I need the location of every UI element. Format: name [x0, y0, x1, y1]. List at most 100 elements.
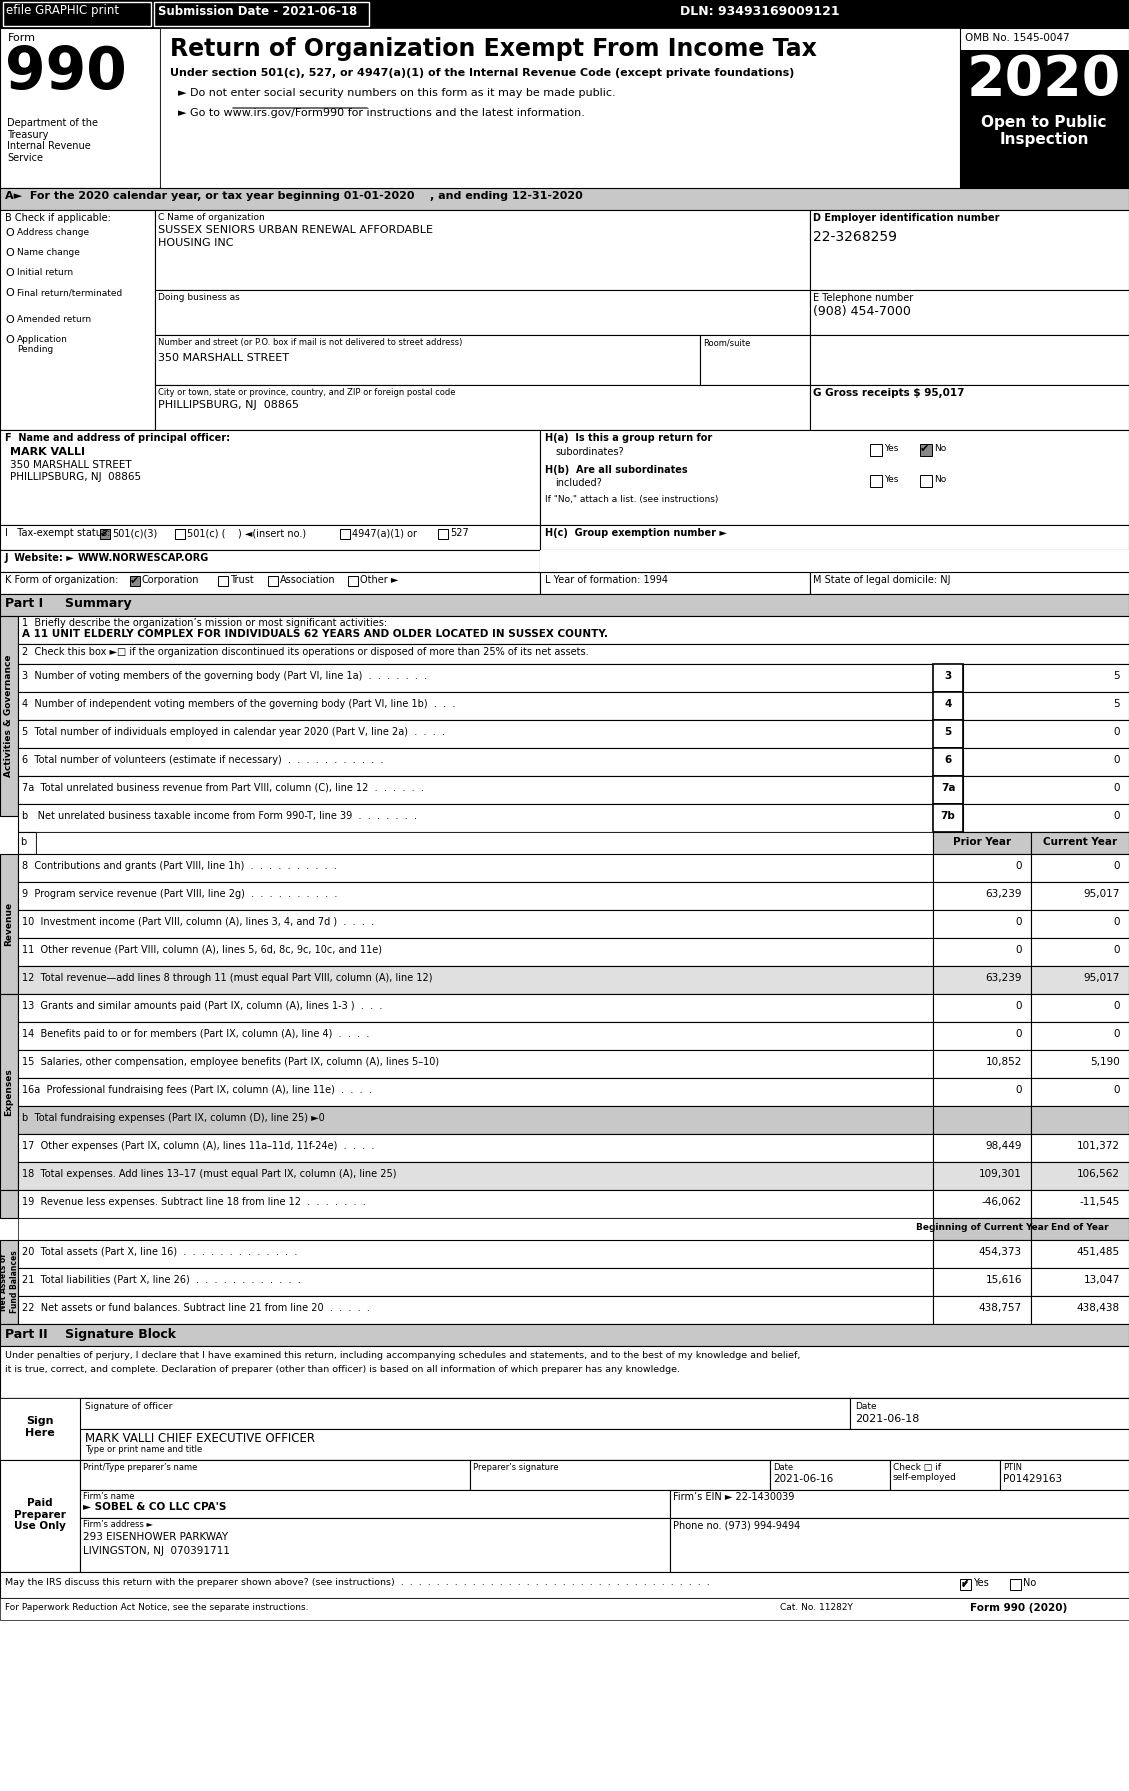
Text: 5  Total number of individuals employed in calendar year 2020 (Part V, line 2a) : 5 Total number of individuals employed i…: [21, 727, 445, 738]
Text: 13  Grants and similar amounts paid (Part IX, column (A), lines 1-3 )  .  .  .: 13 Grants and similar amounts paid (Part…: [21, 1001, 383, 1010]
Bar: [933, 854, 1031, 881]
Text: Open to Public
Inspection: Open to Public Inspection: [981, 115, 1106, 147]
Bar: [963, 804, 1129, 833]
Text: May the IRS discuss this return with the preparer shown above? (see instructions: May the IRS discuss this return with the…: [5, 1578, 710, 1587]
Bar: [80, 1519, 669, 1572]
Bar: [540, 550, 1129, 571]
Text: 350 MARSHALL STREET: 350 MARSHALL STREET: [158, 353, 289, 364]
Bar: [809, 210, 1129, 290]
Text: K Form of organization:: K Form of organization:: [5, 575, 119, 586]
Text: 4947(a)(1) or: 4947(a)(1) or: [352, 528, 417, 537]
Text: 101,372: 101,372: [1077, 1141, 1120, 1152]
Text: 5: 5: [1113, 672, 1120, 681]
Bar: [933, 664, 963, 691]
Text: ► SOBEL & CO LLC CPA'S: ► SOBEL & CO LLC CPA'S: [84, 1503, 227, 1512]
Text: Firm’s name: Firm’s name: [84, 1492, 134, 1501]
Bar: [933, 691, 963, 720]
Bar: [0, 430, 540, 525]
Bar: [933, 1162, 1031, 1189]
Bar: [0, 1460, 80, 1572]
Text: WWW.NORWESCAP.ORG: WWW.NORWESCAP.ORG: [78, 553, 209, 562]
Bar: [1031, 1023, 1129, 1050]
Text: Amended return: Amended return: [17, 315, 91, 324]
Text: 990: 990: [5, 45, 126, 100]
Text: Sign
Here: Sign Here: [25, 1417, 55, 1438]
Text: 13,047: 13,047: [1084, 1275, 1120, 1284]
Bar: [809, 385, 1129, 430]
Bar: [540, 525, 1129, 550]
Bar: [850, 1399, 1129, 1429]
Text: 0: 0: [1113, 946, 1120, 955]
Bar: [1031, 854, 1129, 881]
Text: Net Assets or
Fund Balances: Net Assets or Fund Balances: [0, 1250, 19, 1313]
Bar: [18, 833, 36, 854]
Text: No: No: [934, 444, 946, 453]
Text: For Paperwork Reduction Act Notice, see the separate instructions.: For Paperwork Reduction Act Notice, see …: [5, 1603, 308, 1612]
Text: PTIN: PTIN: [1003, 1463, 1022, 1472]
Text: Room/suite: Room/suite: [703, 338, 751, 347]
Bar: [963, 776, 1129, 804]
Text: Yes: Yes: [884, 444, 899, 453]
Text: ✔: ✔: [920, 444, 929, 453]
Text: DLN: 93493169009121: DLN: 93493169009121: [680, 5, 840, 18]
Text: 0: 0: [1113, 1001, 1120, 1010]
Text: M State of legal domicile: NJ: M State of legal domicile: NJ: [813, 575, 951, 586]
Bar: [933, 776, 963, 804]
Text: 0: 0: [1113, 917, 1120, 928]
Text: Date: Date: [855, 1402, 876, 1411]
Text: 10  Investment income (Part VIII, column (A), lines 3, 4, and 7d )  .  .  .  .: 10 Investment income (Part VIII, column …: [21, 917, 374, 928]
Bar: [0, 1239, 18, 1324]
Text: E Telephone number: E Telephone number: [813, 294, 913, 303]
Text: Return of Organization Exempt From Income Tax: Return of Organization Exempt From Incom…: [170, 38, 817, 61]
Text: If "No," attach a list. (see instructions): If "No," attach a list. (see instruction…: [545, 494, 718, 503]
Text: Activities & Governance: Activities & Governance: [5, 656, 14, 777]
Bar: [1031, 994, 1129, 1023]
Bar: [1031, 1107, 1129, 1134]
Text: Firm’s EIN ► 22-1430039: Firm’s EIN ► 22-1430039: [673, 1492, 795, 1503]
Text: No: No: [1023, 1578, 1036, 1589]
Text: 501(c) (    ) ◄(insert no.): 501(c) ( ) ◄(insert no.): [187, 528, 306, 537]
Bar: [770, 1460, 890, 1490]
Bar: [36, 833, 933, 854]
Text: H(a)  Is this a group return for: H(a) Is this a group return for: [545, 433, 712, 442]
Bar: [933, 720, 963, 749]
Text: 17  Other expenses (Part IX, column (A), lines 11a–11d, 11f-24e)  .  .  .  .: 17 Other expenses (Part IX, column (A), …: [21, 1141, 375, 1152]
Text: O: O: [5, 335, 14, 346]
Text: 16a  Professional fundraising fees (Part IX, column (A), line 11e)  .  .  .  .: 16a Professional fundraising fees (Part …: [21, 1085, 371, 1094]
Bar: [963, 691, 1129, 720]
Bar: [1031, 965, 1129, 994]
Text: 15,616: 15,616: [986, 1275, 1022, 1284]
Bar: [18, 1023, 933, 1050]
Text: 106,562: 106,562: [1077, 1170, 1120, 1178]
Text: Current Year: Current Year: [1043, 836, 1117, 847]
Text: 2021-06-18: 2021-06-18: [855, 1415, 919, 1424]
Bar: [18, 664, 933, 691]
Text: 3  Number of voting members of the governing body (Part VI, line 1a)  .  .  .  .: 3 Number of voting members of the govern…: [21, 672, 427, 681]
Bar: [18, 645, 1129, 664]
Bar: [130, 577, 140, 586]
Text: 8  Contributions and grants (Part VIII, line 1h)  .  .  .  .  .  .  .  .  .  .: 8 Contributions and grants (Part VIII, l…: [21, 861, 336, 870]
Bar: [960, 29, 1129, 188]
Text: 19  Revenue less expenses. Subtract line 18 from line 12  .  .  .  .  .  .  .: 19 Revenue less expenses. Subtract line …: [21, 1196, 366, 1207]
Text: 0: 0: [1015, 1085, 1022, 1094]
Bar: [933, 1078, 1031, 1107]
Text: 5: 5: [944, 727, 952, 738]
Bar: [963, 749, 1129, 776]
Bar: [1031, 1162, 1129, 1189]
Bar: [0, 1189, 18, 1218]
Text: Paid
Preparer
Use Only: Paid Preparer Use Only: [14, 1497, 65, 1531]
Bar: [933, 833, 1031, 854]
Text: PHILLIPSBURG, NJ  08865: PHILLIPSBURG, NJ 08865: [158, 399, 299, 410]
Bar: [933, 965, 1031, 994]
Text: O: O: [5, 288, 14, 297]
Text: Trust: Trust: [230, 575, 254, 586]
Bar: [809, 571, 1129, 595]
Text: MARK VALLI: MARK VALLI: [10, 448, 85, 457]
Text: Name change: Name change: [17, 247, 80, 256]
Bar: [933, 938, 1031, 965]
Bar: [160, 29, 960, 188]
Text: ✔: ✔: [961, 1580, 969, 1590]
Text: 350 MARSHALL STREET: 350 MARSHALL STREET: [10, 460, 132, 469]
Bar: [0, 1399, 80, 1460]
Bar: [1031, 910, 1129, 938]
